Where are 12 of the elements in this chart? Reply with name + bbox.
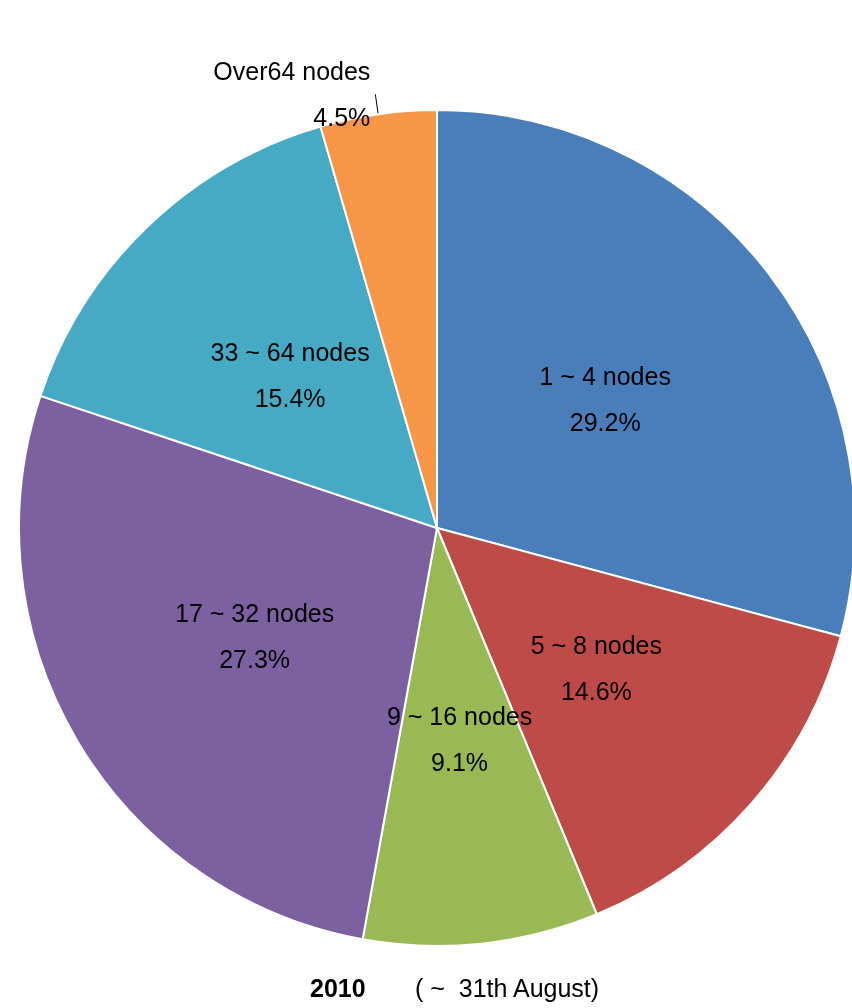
text: 2010	[310, 973, 366, 1002]
text: ( ~ 31th August)	[415, 973, 600, 1002]
data-label: 14.6%	[560, 676, 632, 705]
data-label: 9.1%	[431, 747, 489, 776]
slice-label: 5 ~ 8 nodes	[530, 630, 663, 659]
slice-label: 1 ~ 4 nodes	[539, 361, 671, 390]
data-label: 27.3%	[219, 645, 291, 674]
data-label: 29.2%	[569, 407, 641, 436]
slice-label: 33 ~ 64 nodes	[210, 338, 370, 367]
slice-label: 17 ~ 32 nodes	[175, 599, 335, 628]
slice-label: Over64 nodes	[213, 57, 371, 86]
data-label: 15.4%	[254, 384, 326, 413]
